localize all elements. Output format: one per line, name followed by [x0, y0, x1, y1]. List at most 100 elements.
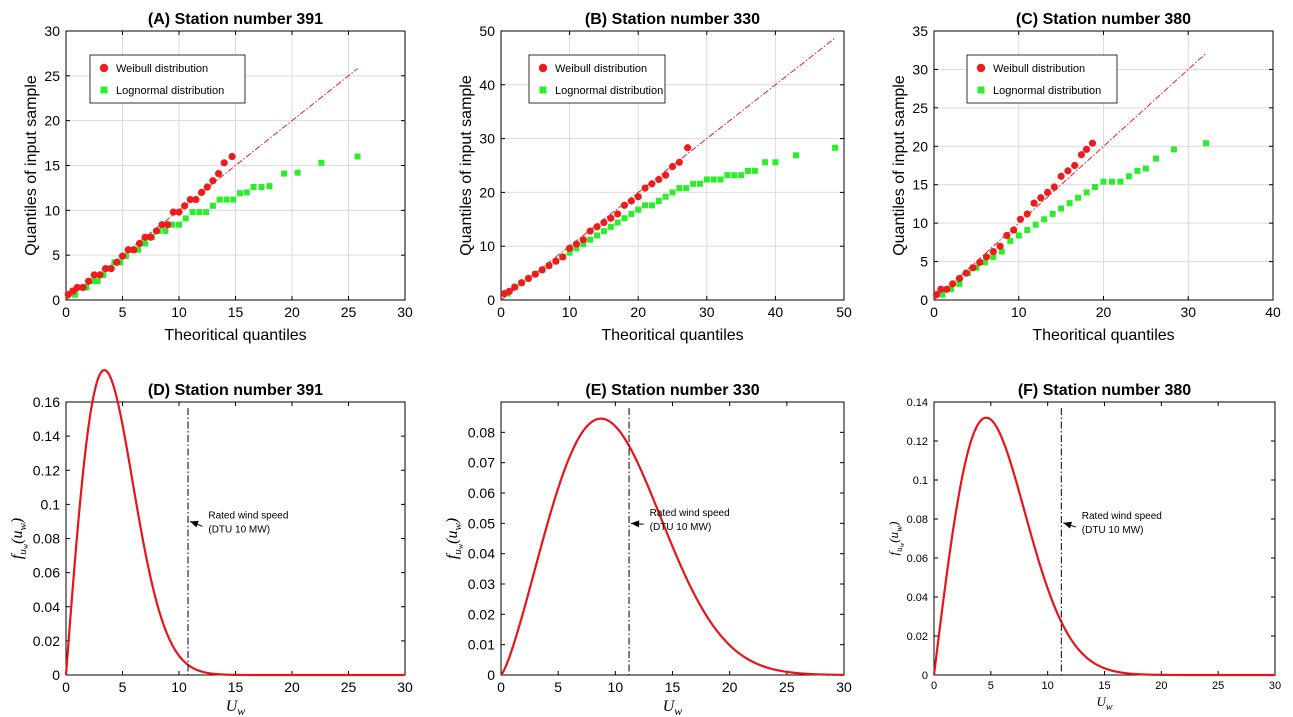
- lognormal-point: [710, 176, 717, 183]
- y-tick-label: 10: [44, 202, 60, 218]
- weibull-point: [976, 258, 984, 266]
- chart-title: (D) Station number 391: [148, 382, 323, 399]
- y-tick-label: 5: [52, 247, 60, 263]
- weibull-point: [545, 261, 553, 270]
- weibull-point: [192, 195, 200, 204]
- weibull-point: [943, 285, 951, 293]
- lognormal-point: [751, 167, 758, 174]
- weibull-point: [969, 264, 977, 272]
- annotation-arrow-head: [190, 520, 199, 528]
- y-tick-label: 0.08: [33, 531, 60, 547]
- legend-weibull-marker: [99, 63, 109, 73]
- weibull-point: [214, 169, 223, 178]
- weibull-point: [668, 162, 677, 171]
- y-tick-label: 0.03: [468, 576, 495, 592]
- weibull-point: [118, 252, 127, 260]
- weibull-point: [634, 193, 642, 201]
- legend-lognormal-label: Lognormal distribution: [116, 85, 224, 97]
- lognormal-point: [1092, 184, 1099, 191]
- x-axis-label: Theoritical quantiles: [164, 327, 306, 344]
- y-tick-label: 0.1: [913, 475, 928, 487]
- x-tick-label: 0: [931, 680, 937, 692]
- lognormal-point: [832, 144, 839, 151]
- lognormal-point: [230, 196, 237, 203]
- weibull-point: [1010, 226, 1018, 234]
- plot-area: [501, 402, 844, 675]
- weibull-point: [164, 221, 172, 229]
- lognormal-point: [762, 159, 769, 166]
- chart-title: (C) Station number 380: [1016, 11, 1191, 28]
- x-tick-label: 30: [699, 304, 715, 320]
- axes-frame: [65, 30, 406, 301]
- weibull-point: [937, 285, 945, 293]
- y-tick-label: 0.07: [468, 455, 495, 471]
- weibull-point: [90, 271, 98, 279]
- y-tick-label: 0.08: [468, 424, 495, 440]
- x-tick-label: 50: [836, 304, 852, 320]
- lognormal-point: [703, 176, 710, 183]
- legend-lognormal-marker: [100, 86, 108, 94]
- lognormal-point: [162, 227, 169, 234]
- weibull-point: [932, 291, 941, 299]
- weibull-point: [1057, 172, 1065, 180]
- x-tick-label: 0: [497, 304, 505, 320]
- legend-lognormal-marker: [977, 86, 985, 94]
- lognormal-point: [600, 228, 607, 235]
- lognormal-point: [258, 184, 265, 191]
- y-tick-label: 0: [487, 667, 495, 683]
- weibull-point: [517, 279, 526, 287]
- lognormal-point: [135, 246, 142, 253]
- lognormal-point: [621, 215, 628, 222]
- weibull-point: [524, 274, 533, 283]
- weibull-point: [203, 183, 211, 191]
- weibull-point: [181, 202, 189, 210]
- x-tick-label: 30: [836, 679, 852, 695]
- weibull-point: [949, 280, 957, 288]
- lognormal-point: [189, 209, 196, 216]
- weibull-point: [662, 171, 670, 179]
- x-tick-label: 40: [768, 304, 784, 320]
- lognormal-point: [607, 223, 614, 230]
- weibull-point: [1071, 161, 1079, 170]
- weibull-point: [607, 214, 615, 222]
- lognormal-point: [281, 170, 288, 177]
- x-tick-label: 30: [1180, 304, 1196, 320]
- y-tick-label: 0.02: [907, 631, 928, 643]
- weibull-point: [1023, 210, 1031, 218]
- y-tick-label: 30: [44, 23, 60, 39]
- chart-title: (A) Station number 391: [148, 11, 323, 28]
- weibull-point: [559, 253, 567, 261]
- lognormal-point: [956, 280, 963, 287]
- lognormal-point: [662, 193, 669, 200]
- x-tick-label: 0: [62, 679, 70, 695]
- weibull-point: [566, 244, 574, 252]
- legend-lognormal-label: Lognormal distribution: [993, 85, 1101, 97]
- lognormal-point: [1083, 189, 1090, 196]
- weibull-point: [141, 233, 149, 241]
- y-tick-label: 50: [479, 23, 495, 39]
- x-tick-label: 25: [1212, 680, 1224, 692]
- weibull-point: [655, 175, 663, 184]
- weibull-point: [982, 253, 991, 261]
- x-tick-label: 5: [119, 304, 127, 320]
- weibull-point: [209, 177, 217, 185]
- lognormal-point: [648, 202, 655, 209]
- x-axis-label: Uw: [663, 698, 683, 717]
- y-tick-label: 20: [912, 138, 928, 154]
- panel-e-pdf-station-330: 0 5 10 15 20 25 30 0 0.01 0.02 0.03 0.04 0.05 0.06 0.0…: [444, 382, 852, 717]
- x-axis-label: Uw: [1096, 694, 1112, 713]
- weibull-point: [124, 246, 132, 254]
- y-tick-label: 5: [920, 254, 928, 270]
- legend-lognormal-marker: [539, 86, 547, 94]
- legend-box: [966, 54, 1118, 104]
- lognormal-point: [266, 183, 273, 190]
- annotation-line-2: (DTU 10 MW): [1082, 525, 1144, 536]
- y-tick-label: 0.14: [33, 428, 60, 444]
- x-tick-label: 5: [119, 679, 127, 695]
- x-tick-label: 0: [497, 679, 505, 695]
- x-tick-label: 30: [397, 679, 413, 695]
- weibull-point: [579, 236, 587, 244]
- lognormal-point: [998, 248, 1005, 255]
- weibull-point: [1077, 151, 1086, 159]
- lognormal-point: [250, 184, 257, 191]
